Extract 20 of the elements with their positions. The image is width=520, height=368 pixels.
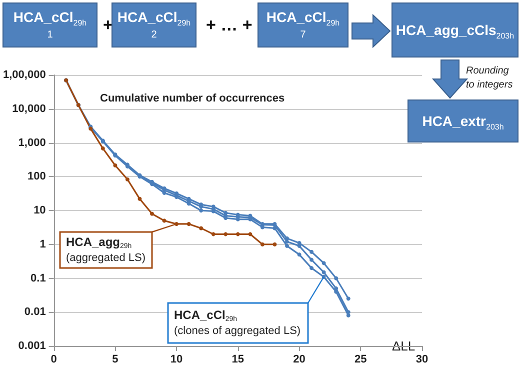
x-tick-label: 0 (50, 354, 57, 366)
y-tick-label: 10,000 (12, 102, 46, 115)
y-tick-label: 0.01 (24, 306, 46, 318)
y-tick-label: 100 (27, 170, 46, 183)
y-tick-label: 10 (34, 204, 46, 216)
x-tick-label: 20 (293, 354, 306, 366)
x-tick-label: 25 (354, 354, 367, 366)
text: + … + (206, 16, 252, 34)
y-tick-label: 1,000 (18, 136, 46, 149)
y-tick-label: 1 (40, 238, 46, 250)
y-tick-label: 0.001 (18, 340, 46, 352)
text: + (103, 16, 113, 34)
y-tick-label: 1,00,000 (2, 69, 46, 81)
y-tick-label: 0.1 (30, 272, 46, 284)
text: Rounding to integers (466, 66, 513, 90)
x-tick-label: 10 (170, 354, 183, 366)
x-tick-label: 15 (232, 354, 244, 366)
text: Cumulative number of occurrences (100, 92, 285, 104)
x-tick-label: 5 (112, 354, 118, 366)
x-tick-label: 30 (416, 354, 428, 366)
